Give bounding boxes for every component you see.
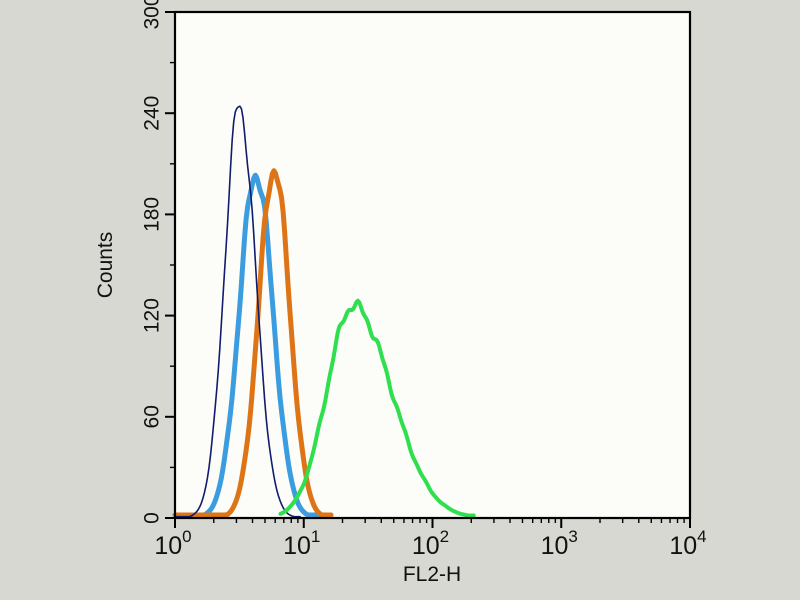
x-tick-label: 103 xyxy=(541,527,578,560)
series-navy-curve xyxy=(174,105,301,518)
y-tick-label: 120 xyxy=(141,298,164,333)
y-tick-label: 0 xyxy=(141,512,164,524)
series-curves xyxy=(172,105,476,518)
y-tick-label: 180 xyxy=(141,197,164,232)
plot-area-background xyxy=(175,12,690,518)
y-axis-title: Counts xyxy=(94,232,117,299)
x-tick-label: 101 xyxy=(283,527,320,560)
y-tick-label: 300 xyxy=(141,0,164,30)
y-tick-label: 240 xyxy=(141,96,164,131)
x-axis-ticks: 100 101 102 103 104 xyxy=(154,518,707,560)
series-green-curve xyxy=(278,298,476,518)
x-tick-label: 104 xyxy=(669,527,706,560)
plot-frame xyxy=(173,10,692,520)
x-axis-title: FL2-H xyxy=(403,563,461,586)
series-orange-curve xyxy=(172,168,334,518)
x-tick-label: 100 xyxy=(154,527,191,560)
x-tick-label: 102 xyxy=(412,527,449,560)
y-tick-label: 60 xyxy=(141,405,164,428)
y-axis-ticks: 0 60 120 180 240 300 xyxy=(141,0,175,524)
chart-layers: 0 60 120 180 240 300 100 101 102 103 104 xyxy=(141,0,707,560)
